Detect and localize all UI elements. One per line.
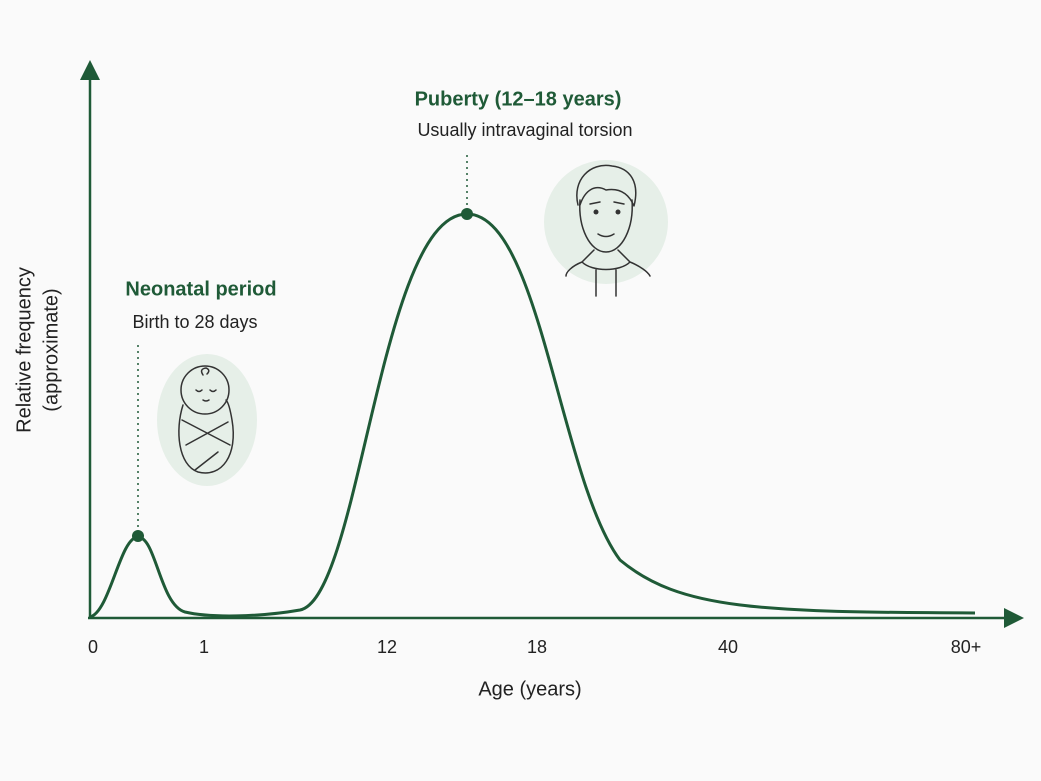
x-tick-label: 40 bbox=[718, 637, 738, 657]
y-axis-label: (approximate) bbox=[40, 288, 62, 411]
x-tick-label: 0 bbox=[88, 637, 98, 657]
baby-icon bbox=[157, 354, 257, 486]
teen-icon bbox=[544, 160, 668, 297]
y-axis-label: Relative frequency bbox=[13, 267, 35, 433]
annotation-title: Neonatal period bbox=[125, 278, 276, 300]
x-tick-label: 80+ bbox=[951, 637, 982, 657]
x-tick-label: 1 bbox=[199, 637, 209, 657]
peak-dot bbox=[461, 208, 473, 220]
frequency-curve bbox=[89, 212, 976, 619]
x-axis-label: Age (years) bbox=[478, 678, 581, 700]
annotation-subtitle: Usually intravaginal torsion bbox=[417, 120, 632, 140]
x-tick-label: 18 bbox=[527, 637, 547, 657]
annotation-title: Puberty (12–18 years) bbox=[415, 88, 622, 110]
peak-dot bbox=[132, 530, 144, 542]
x-tick-label: 12 bbox=[377, 637, 397, 657]
annotation-subtitle: Birth to 28 days bbox=[132, 312, 257, 332]
